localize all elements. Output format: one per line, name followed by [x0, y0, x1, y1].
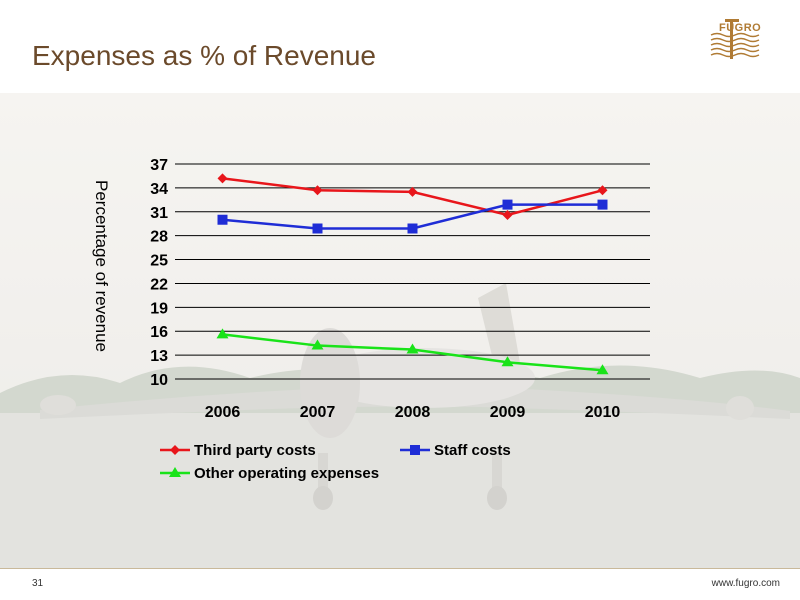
data-point-marker [216, 328, 229, 339]
data-point-marker [596, 364, 609, 375]
data-point-marker [407, 186, 418, 197]
chart-gridlines [175, 163, 650, 380]
data-point-marker [311, 339, 324, 350]
legend-marker [410, 445, 420, 455]
y-tick-label: 28 [150, 229, 168, 246]
y-tick-label: 19 [150, 300, 168, 317]
website-link[interactable]: www.fugro.com [711, 578, 780, 589]
x-axis-ticks: 2006 2007 2008 2009 2010 [205, 404, 621, 421]
legend-label: Staff costs [434, 442, 511, 459]
x-tick-label: 2010 [585, 404, 621, 421]
series-markers [216, 173, 609, 375]
data-point-marker [502, 199, 513, 210]
slide-title: Expenses as % of Revenue [32, 40, 376, 71]
page-number: 31 [32, 578, 44, 589]
data-point-marker [407, 223, 418, 234]
series-lines [222, 177, 603, 372]
y-tick-label: 31 [150, 205, 168, 222]
x-tick-label: 2006 [205, 404, 241, 421]
legend-marker [170, 445, 180, 455]
fugro-logo-icon [710, 19, 760, 59]
chart-legend: Third party costs Staff costs Other operat… [160, 442, 511, 482]
y-tick-label: 16 [150, 324, 168, 341]
data-point-marker [217, 173, 228, 184]
y-tick-label: 22 [150, 276, 168, 293]
y-tick-label: 25 [150, 253, 168, 270]
y-tick-label: 13 [150, 348, 168, 365]
data-point-marker [217, 214, 228, 225]
y-tick-label: 10 [150, 372, 168, 389]
x-tick-label: 2009 [490, 404, 526, 421]
legend-label: Other operating expenses [194, 465, 379, 482]
y-axis-ticks: 37 34 31 28 25 22 19 16 13 10 [150, 157, 168, 389]
data-point-marker [597, 199, 608, 210]
data-point-marker [312, 223, 323, 234]
x-tick-label: 2008 [395, 404, 431, 421]
data-point-marker [501, 356, 514, 367]
x-tick-label: 2007 [300, 404, 336, 421]
logo-text: FUGRO [719, 22, 762, 34]
legend-marker [169, 467, 181, 477]
y-tick-label: 37 [150, 157, 168, 174]
legend-label: Third party costs [194, 442, 316, 459]
data-point-marker [597, 185, 608, 196]
data-point-marker [406, 343, 419, 354]
footer-divider [0, 568, 800, 569]
data-point-marker [502, 209, 513, 220]
data-point-marker [312, 185, 323, 196]
y-tick-label: 34 [150, 181, 168, 198]
y-axis-label: Percentage of revenue [92, 179, 111, 353]
